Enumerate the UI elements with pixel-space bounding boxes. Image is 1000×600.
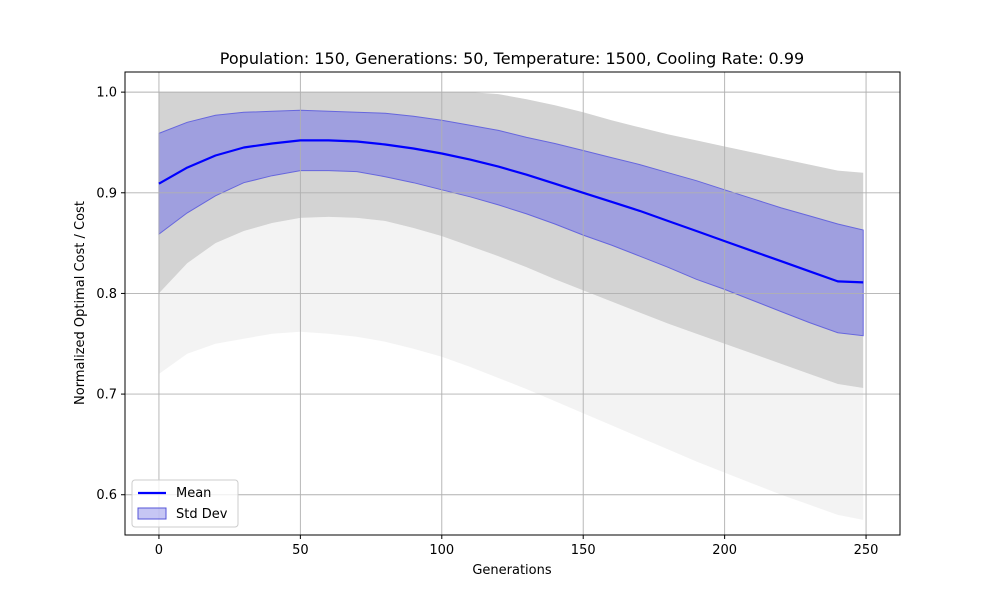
y-axis-label: Normalized Optimal Cost / Cost bbox=[73, 201, 88, 405]
grid-layer bbox=[125, 72, 900, 535]
runs-faint-spread bbox=[158, 216, 864, 520]
chart-title: Population: 150, Generations: 50, Temper… bbox=[220, 49, 804, 68]
legend: Mean Std Dev bbox=[131, 479, 239, 528]
x-tick-label: 200 bbox=[712, 543, 737, 558]
x-tick-label: 50 bbox=[292, 543, 309, 558]
legend-std-label: Std Dev bbox=[176, 507, 228, 522]
mean-line bbox=[158, 139, 864, 284]
legend-std-swatch bbox=[137, 507, 167, 520]
x-tick-label: 250 bbox=[854, 543, 879, 558]
legend-box bbox=[131, 479, 239, 528]
legend-mean-label: Mean bbox=[176, 486, 211, 501]
y-tick-label: 0.9 bbox=[96, 186, 117, 201]
y-tick-label: 0.8 bbox=[96, 287, 117, 302]
x-axis-label: Generations bbox=[472, 563, 552, 578]
std-dev-band bbox=[158, 109, 864, 337]
x-tick-label: 100 bbox=[429, 543, 454, 558]
x-tick-label: 0 bbox=[155, 543, 163, 558]
tick-layer: 0 50 100 150 200 250 0.6 0.7 0.8 0.9 1.0 bbox=[96, 86, 878, 558]
std-dev-band-layer bbox=[158, 109, 864, 337]
y-tick-label: 0.6 bbox=[96, 488, 117, 503]
mean-line-layer bbox=[158, 139, 864, 284]
plot-frame bbox=[124, 71, 901, 536]
y-tick-label: 0.7 bbox=[96, 388, 117, 403]
x-tick-label: 150 bbox=[571, 543, 596, 558]
y-tick-label: 1.0 bbox=[96, 86, 117, 101]
